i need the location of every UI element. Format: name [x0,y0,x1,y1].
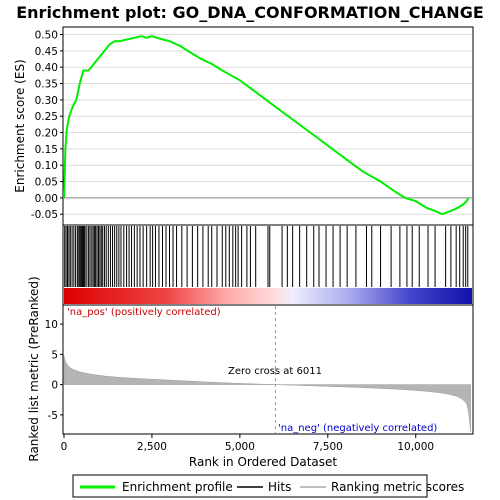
es-y-tick-label: 0.40 [35,62,58,74]
x-tick-label: 7,500 [313,441,343,453]
es-y-tick-label: 0.35 [35,79,58,91]
es-y-tick-label: 0.05 [35,177,58,189]
legend-box [72,474,428,498]
metric-panel-frame [62,304,474,435]
legend-label-enrichment: Enrichment profile [122,480,233,494]
x-tick-label: 2,500 [137,441,167,453]
metric-y-tick-label: -5 [48,410,58,422]
metric-y-axis-label: Ranked list metric (PreRanked) [27,276,41,461]
es-y-tick-label: 0.10 [35,160,58,172]
es-y-tick-label: -0.05 [31,209,58,221]
x-axis-label: Rank in Ordered Dataset [189,455,337,469]
es-y-axis-label: Enrichment score (ES) [13,59,27,192]
es-y-ticks: -0.05 0.00 0.05 0.10 0.15 0.20 0.25 0.30 0.35 0.4… [31,30,63,221]
enrichment-profile-line [63,35,470,216]
x-tick-label: 10,000 [397,441,434,453]
metric-y-tick-label: 0 [51,380,58,392]
es-y-tick-label: 0.50 [35,30,58,42]
es-gridlines [64,34,472,215]
es-y-tick-label: 0.45 [35,46,58,58]
es-y-tick-label: 0.15 [35,144,58,156]
metric-y-tick-label: 5 [51,349,58,361]
es-y-tick-label: 0.25 [35,111,58,123]
x-tick-label: 0 [61,441,68,453]
neg-correlated-label: 'na_neg' (negatively correlated) [278,423,437,434]
pos-correlated-label: 'na_pos' (positively correlated) [67,307,221,318]
legend-label-hits: Hits [268,480,291,494]
rank-colour-bar [64,288,472,304]
legend-label-ranking: Ranking metric scores [331,480,464,494]
hits-barcode [64,226,469,287]
chart-title: Enrichment plot: GO_DNA_CONFORMATION_CHA… [16,3,484,22]
x-tick-label: 5,000 [225,441,255,453]
es-y-tick-label: 0.30 [35,95,58,107]
es-y-tick-label: 0.20 [35,128,58,140]
es-panel-frame [62,26,474,226]
metric-y-ticks: -5 0 5 10 [45,319,63,422]
metric-y-tick-label: 10 [45,319,58,331]
zero-cross-label: Zero cross at 6011 [228,366,322,377]
es-y-tick-label: 0.00 [35,193,58,205]
metric-x-ticks: 0 2,500 5,000 7,500 10,000 [61,434,434,453]
